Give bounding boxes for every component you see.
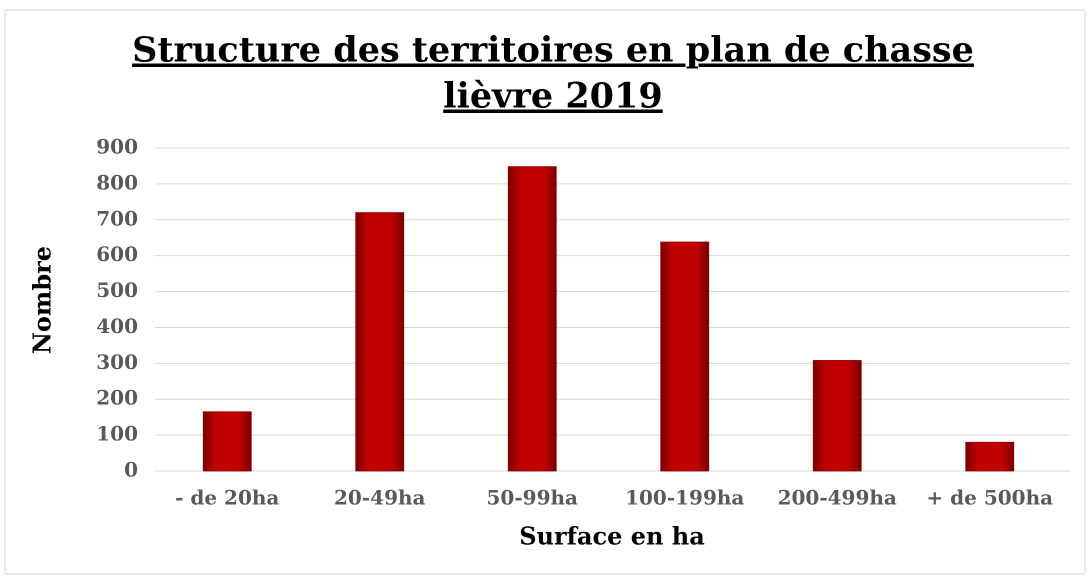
- y-tick-label: 600: [96, 242, 138, 266]
- y-tick-label: 100: [96, 422, 138, 446]
- x-tick-label: 50-99ha: [487, 486, 579, 510]
- bar: [660, 241, 710, 472]
- chart-title: lièvre 2019: [443, 76, 663, 117]
- x-tick-label: 20-49ha: [334, 486, 426, 510]
- x-tick-label: + de 500ha: [926, 486, 1053, 510]
- x-tick-label: 200-499ha: [778, 486, 897, 510]
- bar: [355, 212, 405, 472]
- y-axis-title: Nombre: [28, 246, 57, 354]
- bar: [965, 441, 1015, 472]
- x-axis-title: Surface en ha: [519, 522, 705, 551]
- x-tick-label: 100-199ha: [625, 486, 744, 510]
- y-tick-label: 200: [96, 386, 138, 410]
- y-tick-label: 900: [96, 135, 138, 159]
- bar: [507, 166, 557, 472]
- x-tick-label: - de 20ha: [175, 486, 279, 510]
- y-tick-label: 0: [124, 458, 138, 482]
- y-tick-label: 300: [96, 350, 138, 374]
- y-tick-label: 400: [96, 314, 138, 338]
- bar: [202, 411, 252, 472]
- y-tick-label: 500: [96, 278, 138, 302]
- bar: [812, 360, 862, 472]
- y-tick-label: 700: [96, 206, 138, 230]
- chart-title: Structure des territoires en plan de cha…: [132, 30, 974, 71]
- y-tick-label: 800: [96, 170, 138, 194]
